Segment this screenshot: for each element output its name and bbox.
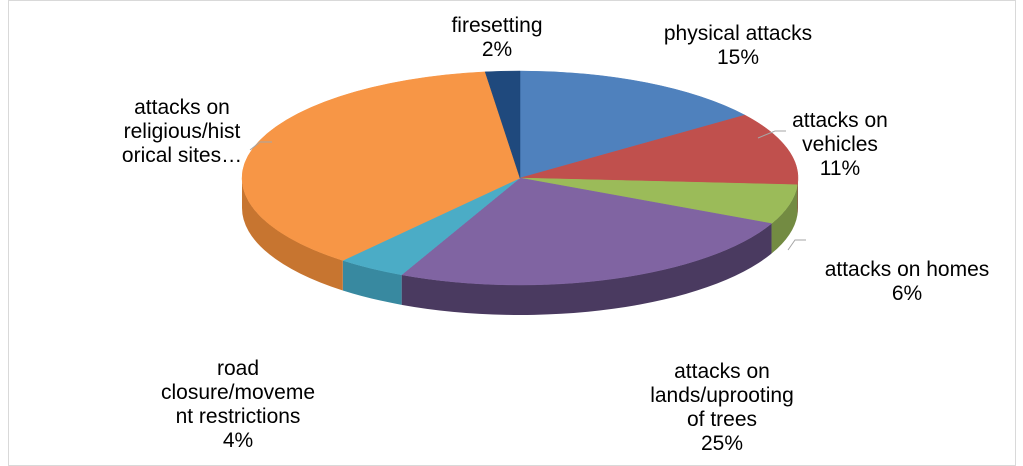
slice-firesetting: [484, 70, 521, 179]
data-label-percent: 4%: [223, 429, 253, 452]
slice-attacks-on-lands-uprooting-of-trees: [401, 177, 773, 286]
data-label-line: attacks on homes: [825, 258, 990, 281]
data-label-attacks-on-homes: attacks on homes 6%: [825, 258, 990, 305]
data-label-firesetting: firesetting 2%: [451, 14, 542, 61]
slice-attacks-on-vehicles: [519, 114, 799, 185]
data-label-line: road: [217, 357, 259, 380]
data-label-line: attacks on: [134, 96, 230, 119]
slice-physical-attacks: [519, 70, 746, 179]
data-label-line: attacks on: [674, 360, 770, 383]
slice-attacks-on-religious-hist-orical-sites: [241, 71, 521, 261]
data-label-line: firesetting: [451, 14, 542, 37]
data-label-line: physical attacks: [664, 22, 812, 45]
data-label-attacks-on-vehicles: attacks on vehicles 11%: [792, 109, 888, 180]
data-label-road-closure-moveme-nt-restrictions: road closure/moveme nt restrictions 4%: [161, 357, 315, 452]
data-label-line: religious/hist: [124, 120, 241, 143]
data-label-line: lands/uprooting: [650, 384, 794, 407]
data-labels: physical attacks 15%attacks on vehicles 11%…: [122, 14, 989, 455]
data-label-attacks-on-religious-hist-orical-sites: attacks on religious/hist orical sites…: [122, 96, 242, 167]
data-label-physical-attacks: physical attacks 15%: [664, 22, 812, 69]
slice-side-attacks-on-lands-uprooting-of-trees: [401, 223, 772, 315]
slice-side-attacks-on-vehicles: [797, 178, 798, 215]
leader-line-attacks-on-vehicles: [757, 130, 786, 139]
data-label-line: vehicles: [802, 133, 878, 156]
data-label-line: nt restrictions: [176, 405, 301, 428]
data-label-percent: 6%: [892, 282, 922, 305]
data-label-attacks-on-lands-uprooting-of-trees: attacks on lands/uprooting of trees 25%: [650, 360, 794, 455]
pie-slices: [241, 70, 799, 286]
slice-side-attacks-on-religious-hist-orical-sites: [242, 178, 343, 291]
pie-sides: [242, 178, 798, 315]
leader-lines: [249, 130, 806, 251]
leader-line-attacks-on-religious-hist-orical-sites: [249, 141, 272, 151]
data-label-percent: 2%: [482, 38, 512, 61]
data-label-percent: 11%: [820, 157, 860, 180]
leader-line-attacks-on-homes: [787, 239, 806, 251]
data-label-percent: 25%: [701, 432, 743, 455]
data-label-percent: 15%: [717, 46, 759, 69]
data-label-line: attacks on: [792, 109, 888, 132]
data-label-line: orical sites…: [122, 144, 242, 167]
data-label-line: of trees: [687, 408, 757, 431]
data-label-line: closure/moveme: [161, 381, 315, 404]
slice-side-road-closure-moveme-nt-restrictions: [342, 260, 402, 305]
